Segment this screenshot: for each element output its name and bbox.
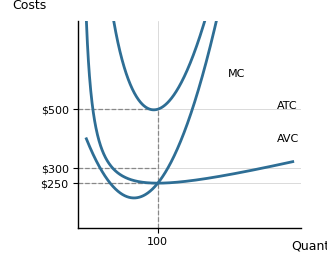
Text: MC: MC [228,69,245,79]
Y-axis label: Costs: Costs [12,0,47,12]
Text: AVC: AVC [277,134,299,144]
Text: ATC: ATC [277,101,298,111]
X-axis label: Quantity: Quantity [291,240,327,253]
